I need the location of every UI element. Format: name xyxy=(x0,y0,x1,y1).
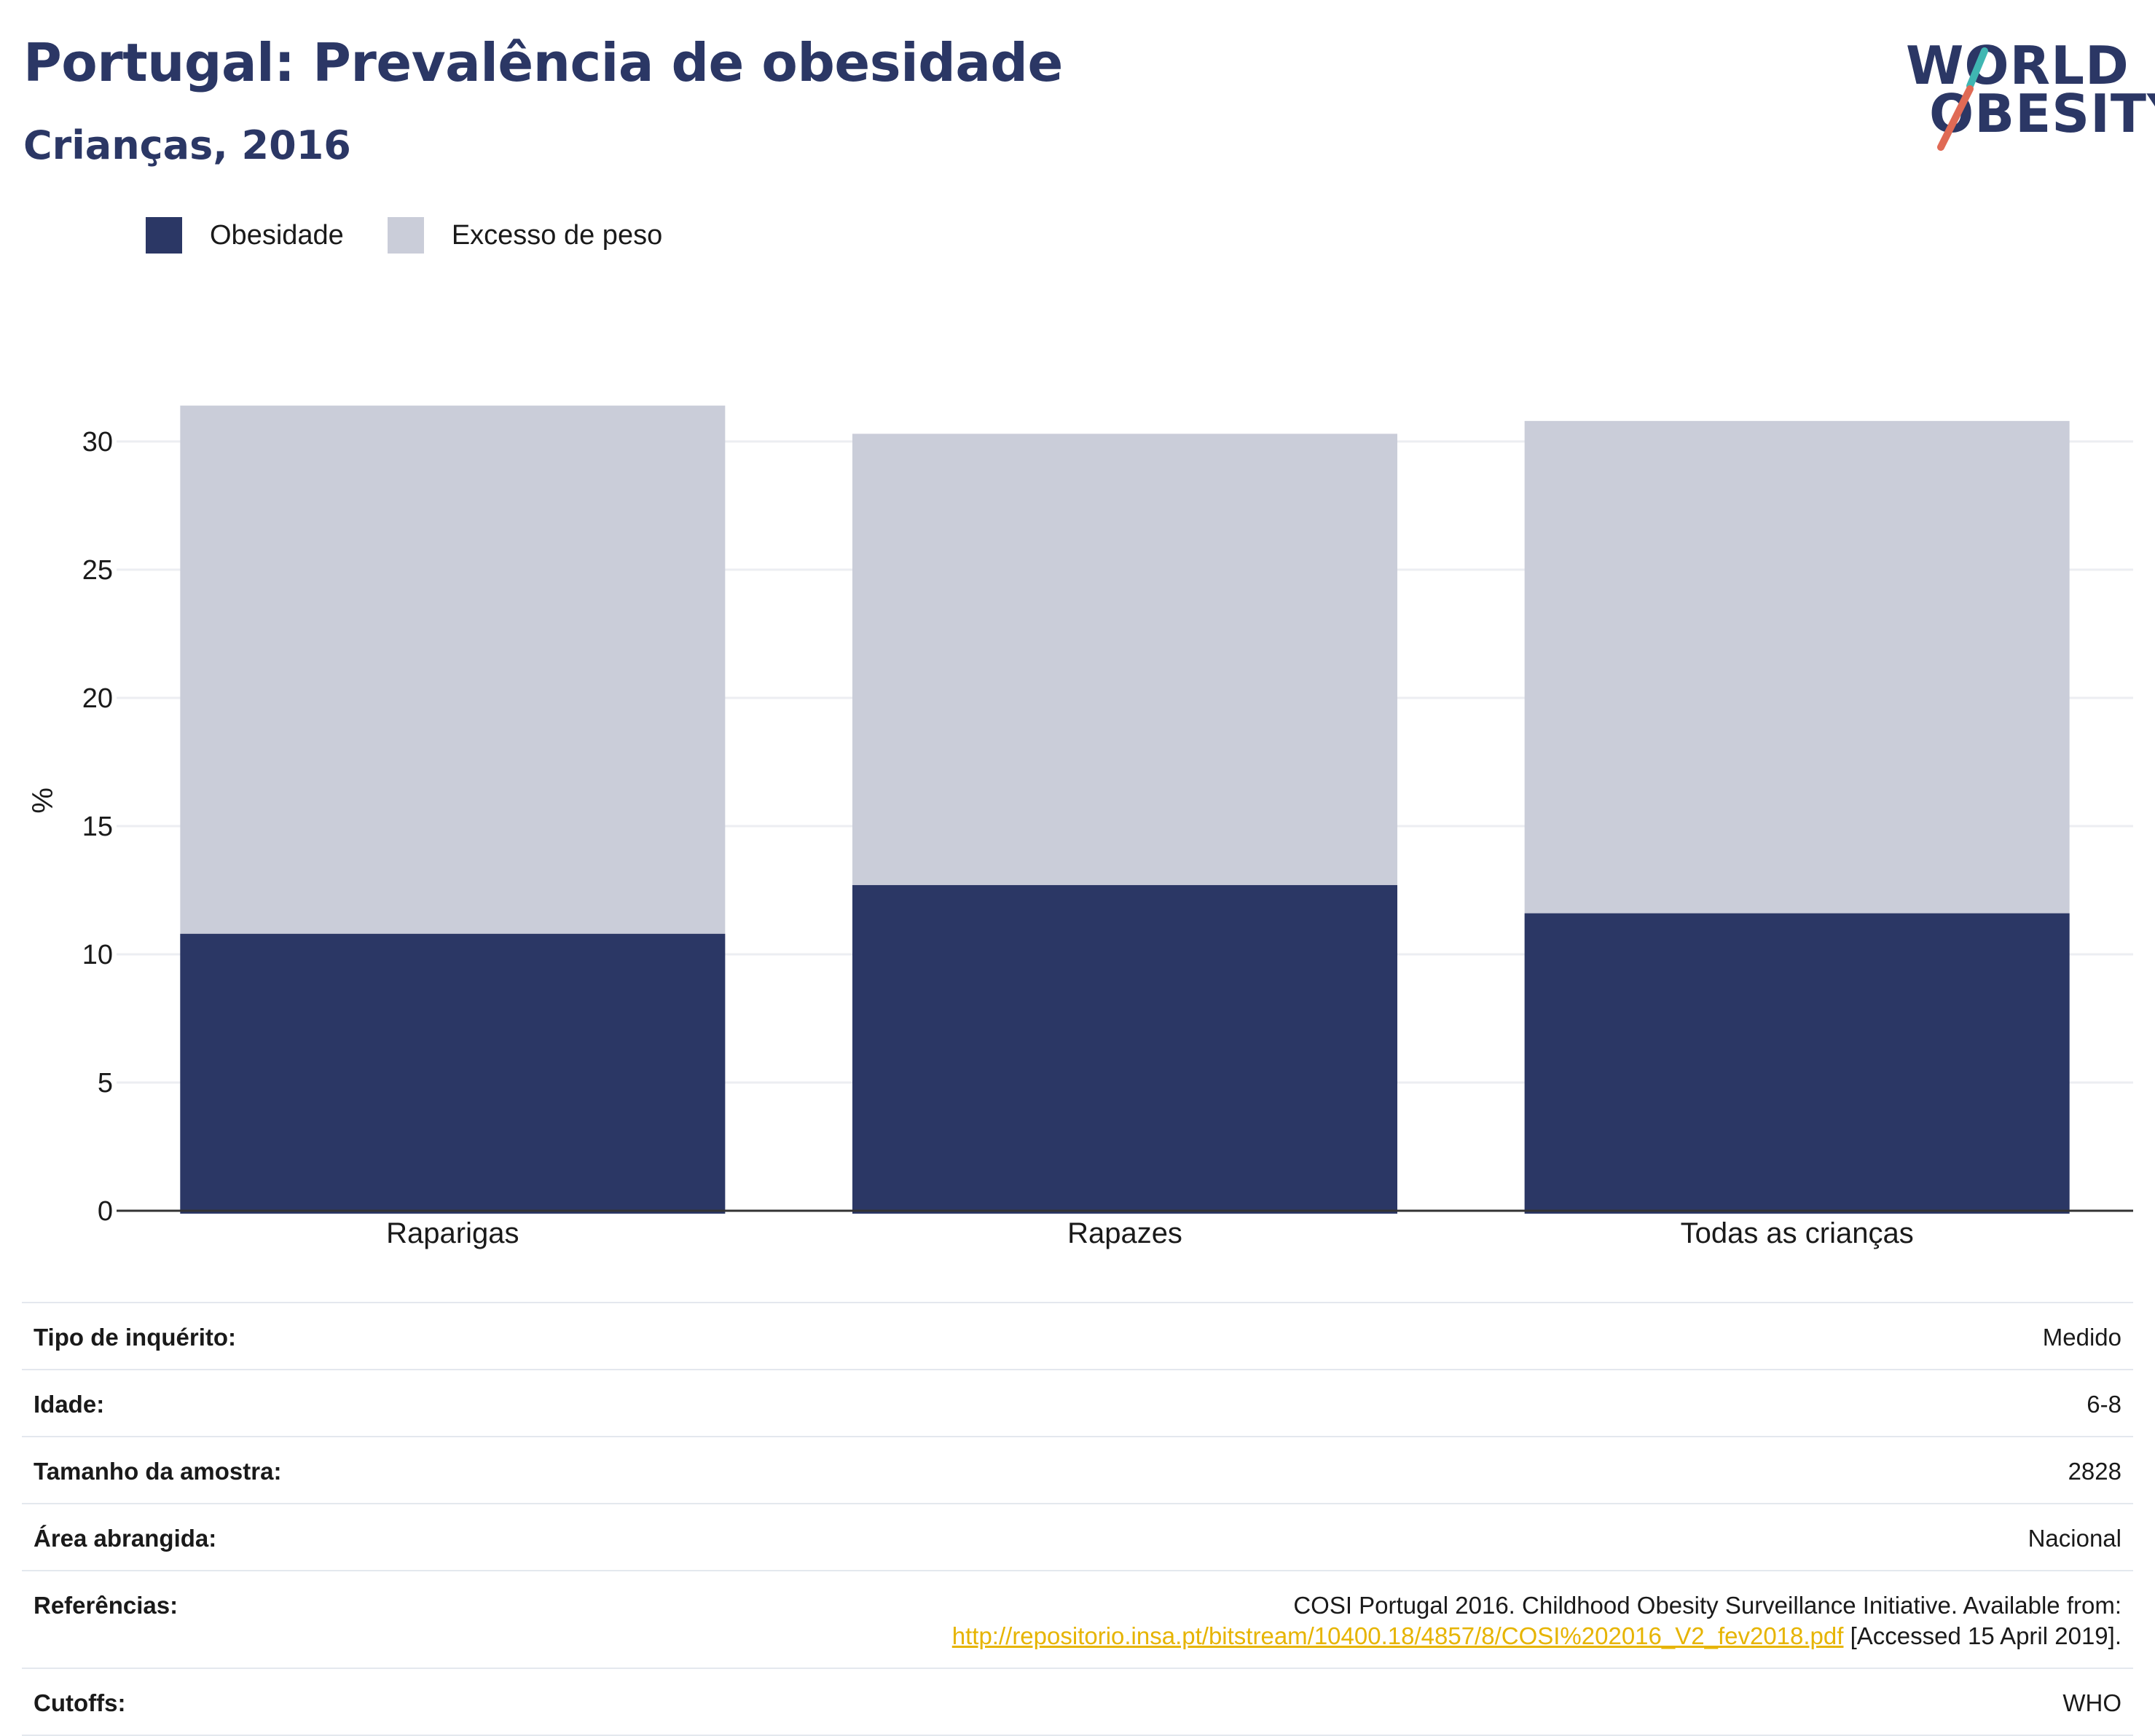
legend-swatch-obesity xyxy=(146,217,182,254)
legend-swatch-overweight xyxy=(387,217,424,254)
x-tick-label: Raparigas xyxy=(386,1217,519,1249)
info-row-survey-type: Tipo de inquérito: Medido xyxy=(22,1302,2133,1369)
y-tick-label: 15 xyxy=(82,812,113,842)
legend-label-overweight: Excesso de peso xyxy=(451,219,663,251)
info-row-cutoffs: Cutoffs: WHO xyxy=(22,1668,2133,1736)
info-label: Idade: xyxy=(34,1391,105,1418)
legend-label-obesity: Obesidade xyxy=(210,219,344,251)
bar-obesity xyxy=(1524,913,2070,1214)
info-label: Tipo de inquérito: xyxy=(34,1324,237,1351)
info-value: WHO xyxy=(2062,1689,2121,1716)
info-row-sample-size: Tamanho da amostra: 2828 xyxy=(22,1436,2133,1503)
survey-info-table: Tipo de inquérito: Medido Idade: 6-8 Tam… xyxy=(22,1302,2133,1736)
logo-slash-icon xyxy=(1937,47,1988,151)
world-obesity-logo: WORLD OBESITY xyxy=(1894,22,2155,153)
y-axis-label: % xyxy=(27,788,59,814)
references-value: COSI Portugal 2016. Childhood Obesity Su… xyxy=(952,1590,2121,1651)
chart-title: Portugal: Prevalência de obesidade xyxy=(23,32,1063,93)
x-tick-label: Rapazes xyxy=(1067,1217,1182,1249)
bar-obesity xyxy=(180,933,726,1214)
references-text: COSI Portugal 2016. Childhood Obesity Su… xyxy=(1293,1592,2121,1619)
y-tick-label: 20 xyxy=(82,683,113,714)
references-link[interactable]: http://repositorio.insa.pt/bitstream/104… xyxy=(951,1622,1844,1649)
chart-legend: Obesidade Excesso de peso xyxy=(146,217,706,254)
info-label: Tamanho da amostra: xyxy=(34,1458,282,1485)
logo-line-1: WORLD xyxy=(1906,35,2130,96)
y-tick-label: 5 xyxy=(98,1068,113,1099)
bar-obesity xyxy=(852,884,1397,1214)
y-tick-label: 0 xyxy=(98,1196,113,1227)
info-row-area: Área abrangida: Nacional xyxy=(22,1503,2133,1570)
info-label: Cutoffs: xyxy=(34,1689,126,1716)
info-value: Nacional xyxy=(2028,1525,2121,1552)
y-tick-label: 30 xyxy=(82,427,113,457)
references-accessed: [Accessed 15 April 2019]. xyxy=(1843,1622,2121,1649)
info-row-age: Idade: 6-8 xyxy=(22,1369,2133,1436)
x-tick-label: Todas as crianças xyxy=(1681,1217,1914,1249)
info-row-references: Referências: COSI Portugal 2016. Childho… xyxy=(22,1570,2133,1668)
y-tick-label: 10 xyxy=(82,940,113,970)
info-label: Referências: xyxy=(34,1592,178,1619)
info-label: Área abrangida: xyxy=(34,1525,217,1552)
legend-item-obesity: Obesidade xyxy=(146,217,344,254)
info-value: 2828 xyxy=(2068,1458,2121,1485)
info-value: Medido xyxy=(2042,1324,2121,1351)
info-value: 6-8 xyxy=(2087,1391,2121,1418)
y-tick-label: 25 xyxy=(82,555,113,586)
legend-item-overweight: Excesso de peso xyxy=(387,217,663,254)
chart-subtitle: Crianças, 2016 xyxy=(23,122,351,168)
bar-chart: 0 5 10 15 20 25 30% Raparigas Rapazes Todas as cr… xyxy=(27,405,2133,1249)
